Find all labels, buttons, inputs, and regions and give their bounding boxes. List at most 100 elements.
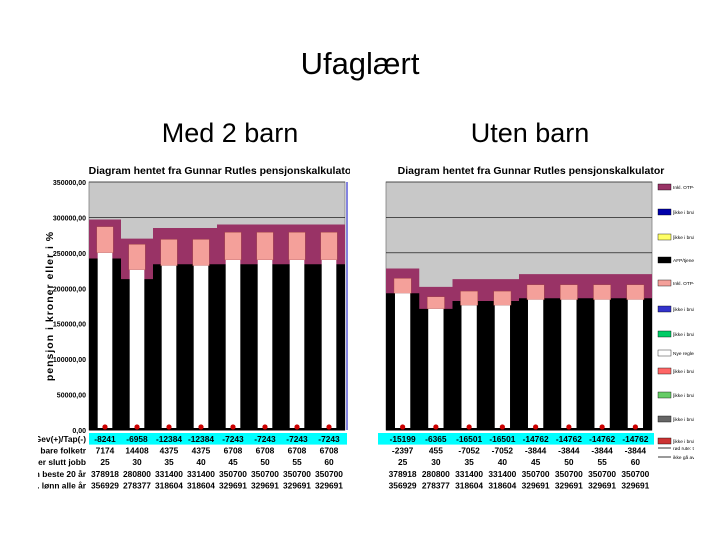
bar-white [161,265,177,428]
bar-pink [560,284,578,300]
table-cell: -3844 [591,446,613,456]
table-row-label: Gev(+)/Tap(-) [38,434,86,444]
table-cell: 329691 [219,480,247,490]
table-cell: 4375 [192,446,211,456]
legend-label: Inkl. OTP-effekt [673,281,694,287]
table-cell: 329691 [555,480,583,490]
bar-pink [256,232,274,261]
table-cell: -3844 [625,446,647,456]
table-cell: 329691 [251,480,279,490]
table-cell: 25 [100,457,110,467]
y-tick-label: 300000,00 [53,215,86,222]
red-dot-icon [166,424,172,430]
legend-swatch [657,437,672,445]
table-cell: 278377 [123,480,151,490]
red-dot-icon [326,424,332,430]
red-dot-icon [294,424,300,430]
table-cell: -6365 [425,434,447,444]
red-dot-icon [632,424,638,430]
table-cell: 45 [228,457,238,467]
bar-pink [96,226,114,254]
legend-label: Inkl. OTP-effekt [673,185,694,191]
table-cell: 50 [260,457,270,467]
red-dot-icon [134,424,140,430]
bar-pink [493,290,512,306]
chart-title: Diagram hentet fra Gunnar Rutles pensjon… [398,165,665,177]
y-tick-label: 200000,00 [53,286,86,293]
table-cell: 318604 [455,480,483,490]
table-cell: -3844 [558,446,580,456]
subtitle-right: Uten barn [470,118,590,148]
legend-label: [ikke i bruk] [673,369,694,375]
table-cell: -7243 [318,434,340,444]
table-cell: -7243 [222,434,244,444]
red-dot-icon [566,424,572,430]
legend-swatch [657,305,672,313]
series-area-black [89,258,345,430]
chart-right: Diagram hentet fra Gunnar Rutles pensjon… [378,165,694,490]
bar-white [627,299,644,428]
table-cell: 350700 [588,469,616,479]
bar-pink [460,290,478,306]
table-cell: -7052 [458,446,480,456]
table-cell: -7243 [286,434,308,444]
table-cell: 55 [292,457,302,467]
chart-title: Diagram hentet fra Gunnar Rutles pensjon… [89,165,350,177]
legend-swatch [657,391,672,399]
table-cell: -15199 [390,434,416,444]
table-cell: -16501 [456,434,482,444]
table-cell: 331400 [155,469,183,479]
table-cell: 350700 [219,469,247,479]
chart-left: Diagram hentet fra Gunnar Rutles pensjon… [38,165,350,490]
legend-label: [ikke i bruk] [673,439,694,445]
table-cell: 55 [597,457,607,467]
y-tick-label: 150000,00 [53,322,86,329]
bar-pink [192,239,210,266]
table-cell: 378918 [91,469,119,479]
bar-pink [393,278,412,294]
red-dot-icon [466,424,472,430]
bar-white [193,265,209,428]
table-cell: 25 [398,457,408,467]
table-cell: 378918 [389,469,417,479]
table-cell: 60 [324,457,334,467]
table-cell: 278377 [422,480,450,490]
red-dot-icon [599,424,605,430]
table-cell: 60 [631,457,641,467]
table-cell: 6708 [320,446,339,456]
table-cell: 318604 [187,480,215,490]
bar-pink [288,232,306,261]
table-cell: -14762 [589,434,615,444]
legend-label: [ikke i bruk] [673,393,694,399]
bar-pink [160,239,178,266]
bar-pink [427,296,445,310]
table-cell: -7052 [492,446,514,456]
bar-white [97,252,113,428]
table-cell: -3844 [525,446,547,456]
table-cell: 331400 [488,469,516,479]
legend-swatch [657,415,672,423]
table-cell: 329691 [588,480,616,490]
bar-pink [626,284,645,300]
red-dot-icon [433,424,439,430]
table-cell: 329691 [315,480,343,490]
red-dot-icon [400,424,406,430]
legend-label: [ikke i bruk] [673,307,694,313]
red-dot-icon [230,424,236,430]
table-cell: 356929 [389,480,417,490]
table-cell: 350700 [251,469,279,479]
table-cell: 280800 [422,469,450,479]
bar-white [494,305,511,428]
table-cell: 350700 [283,469,311,479]
table-cell: 6708 [256,446,275,456]
table-row-label: Gj.sn.lønn beste 20 år [38,469,87,479]
table-cell: 350700 [555,469,583,479]
y-tick-label: 100000,00 [53,357,86,364]
table-cell: -14762 [622,434,648,444]
table-cell: 318604 [155,480,183,490]
table-cell: 329691 [621,480,649,490]
bar-pink [128,244,146,271]
legend-label: Nye regler [673,351,694,357]
legend-swatch [657,367,672,375]
table-cell: 318604 [488,480,516,490]
